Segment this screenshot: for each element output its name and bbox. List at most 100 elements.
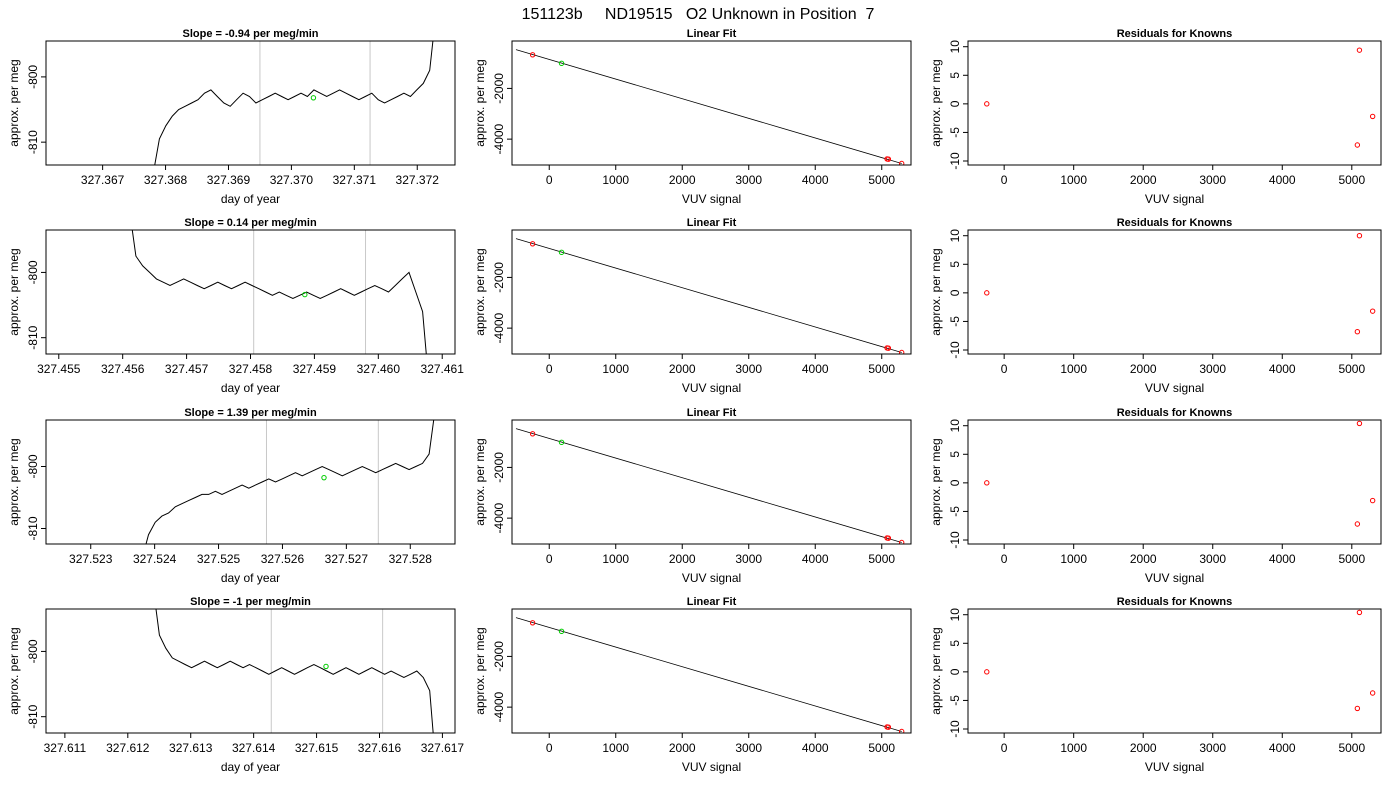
x-tick-label: 4000	[802, 362, 829, 376]
plot-area	[515, 617, 905, 733]
y-tick-label: -2000	[492, 262, 506, 293]
x-axis-label: VUV signal	[682, 760, 741, 774]
x-axis-label: day of year	[221, 760, 280, 774]
plot-frame	[967, 40, 1382, 166]
y-axis-label: approx. per meg	[473, 248, 487, 335]
x-tick-label: 327.369	[207, 173, 251, 187]
plot-area	[515, 428, 905, 544]
x-tick-label: 2000	[1130, 362, 1157, 376]
residual-point	[1369, 497, 1376, 504]
x-tick-label: 3000	[735, 552, 762, 566]
x-tick-label: 4000	[802, 173, 829, 187]
residual-point	[1369, 308, 1376, 314]
plot-frame	[45, 229, 456, 355]
y-tick-label: -2000	[492, 452, 506, 483]
series-line	[131, 230, 427, 354]
x-tick-label: 3000	[735, 362, 762, 376]
plot-frame	[45, 608, 456, 734]
x-tick-label: 2000	[669, 741, 696, 755]
x-axis-label: day of year	[221, 381, 280, 395]
unknown-point	[558, 249, 565, 256]
residual-point	[1369, 690, 1376, 696]
x-tick-label: 1000	[1060, 552, 1087, 566]
x-tick-label: 327.613	[169, 741, 213, 755]
x-tick-label: 2000	[669, 552, 696, 566]
x-tick-label: 1000	[1060, 362, 1087, 376]
x-tick-label: 327.372	[396, 173, 440, 187]
residual-point	[1356, 609, 1363, 616]
x-tick-label: 1000	[602, 362, 629, 376]
y-tick-label: 0	[948, 479, 962, 486]
residual-point	[984, 101, 990, 107]
chart-panel-2: Slope = 0.14 per meg/min day of year appro…	[7, 217, 465, 395]
residual-point	[1369, 113, 1376, 120]
y-tick-label: -810	[26, 704, 40, 728]
x-tick-label: 3000	[735, 741, 762, 755]
chart-panel-10: Residuals for Knowns VUV signal approx. pe…	[929, 217, 1382, 395]
x-tick-label: 0	[1001, 362, 1008, 376]
plot-area	[145, 420, 435, 544]
y-tick-label: 5	[948, 72, 962, 79]
x-tick-label: 327.461	[421, 362, 465, 376]
x-tick-label: 327.615	[295, 741, 339, 755]
plot-frame	[511, 40, 912, 166]
chart-panel-5: Linear Fit VUV signal approx. per meg 0 1000…	[473, 28, 912, 206]
plot-frame	[967, 229, 1382, 355]
x-tick-label: 3000	[1199, 362, 1226, 376]
x-tick-label: 327.523	[69, 552, 113, 566]
x-tick-label: 327.459	[293, 362, 337, 376]
plot-frame	[967, 419, 1382, 545]
panel-title: Slope = 1.39 per meg/min	[184, 407, 317, 419]
x-tick-label: 2000	[1130, 741, 1157, 755]
residual-point	[1356, 233, 1363, 239]
x-tick-label: 327.370	[270, 173, 314, 187]
y-tick-label: -4000	[492, 502, 506, 533]
x-tick-label: 1000	[602, 741, 629, 755]
x-tick-label: 1000	[1060, 741, 1087, 755]
x-tick-label: 0	[546, 552, 553, 566]
x-tick-label: 0	[546, 741, 553, 755]
series-line	[155, 609, 434, 733]
x-tick-label: 5000	[1338, 173, 1365, 187]
known-point	[529, 52, 536, 58]
x-tick-label: 2000	[1130, 552, 1157, 566]
y-tick-label: 5	[948, 261, 962, 268]
x-tick-label: 0	[546, 362, 553, 376]
y-tick-label: -10	[948, 152, 962, 170]
y-tick-label: -810	[26, 130, 40, 154]
chart-panel-8: Linear Fit VUV signal approx. per meg 0 1000…	[473, 596, 912, 774]
y-tick-label: -800	[26, 454, 40, 478]
plot-frame	[511, 419, 912, 545]
page-title: 151123b ND19515 O2 Unknown in Position 7	[522, 6, 875, 23]
panel-title: Linear Fit	[687, 28, 737, 40]
x-tick-label: 3000	[1199, 173, 1226, 187]
y-tick-label: -5	[948, 695, 962, 706]
plot-area	[984, 233, 1376, 335]
known-point	[529, 241, 536, 247]
residual-point	[984, 480, 990, 486]
y-tick-label: -4000	[492, 312, 506, 343]
x-tick-label: 5000	[868, 552, 895, 566]
plot-area	[515, 238, 905, 354]
x-tick-label: 3000	[735, 173, 762, 187]
x-tick-label: 5000	[868, 173, 895, 187]
plot-frame	[967, 608, 1382, 734]
residual-point	[1354, 142, 1361, 148]
y-tick-label: -2000	[492, 641, 506, 672]
y-axis-label: approx. per meg	[7, 59, 21, 146]
y-tick-label: -810	[26, 325, 40, 349]
x-axis-label: VUV signal	[682, 571, 741, 585]
panel-title: Residuals for Knowns	[1117, 596, 1233, 608]
panel-title: Slope = -0.94 per meg/min	[182, 28, 318, 40]
x-axis-label: VUV signal	[1145, 381, 1204, 395]
chart-panel-9: Residuals for Knowns VUV signal approx. pe…	[929, 28, 1382, 206]
x-tick-label: 5000	[868, 362, 895, 376]
x-tick-label: 5000	[1338, 362, 1365, 376]
x-tick-label: 4000	[1269, 552, 1296, 566]
x-axis-label: VUV signal	[1145, 760, 1204, 774]
x-axis-label: VUV signal	[1145, 192, 1204, 206]
x-tick-label: 327.458	[229, 362, 273, 376]
known-point	[898, 728, 905, 733]
fit-line	[515, 49, 902, 164]
y-tick-label: 10	[948, 608, 962, 622]
